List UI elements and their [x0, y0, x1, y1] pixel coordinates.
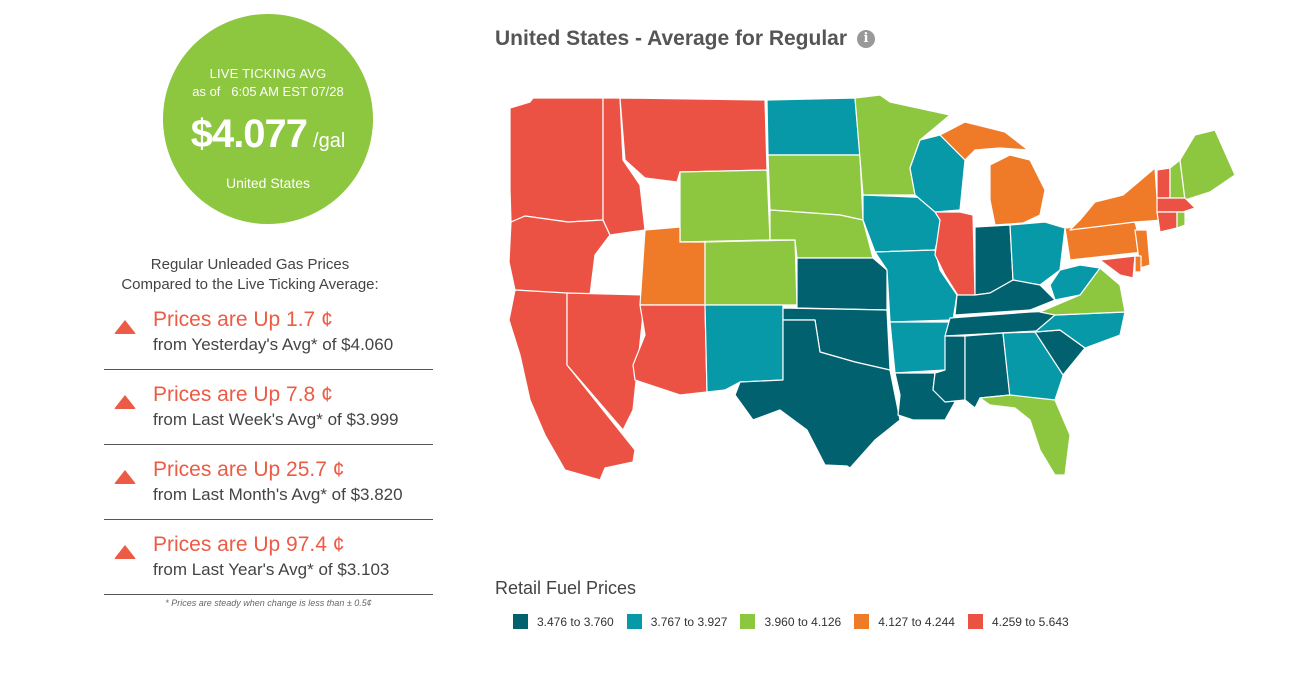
legend-swatch: [854, 614, 870, 629]
comparison-row-last-week: Prices are Up 7.8 ¢ from Last Week's Avg…: [104, 369, 433, 445]
legend-label: 4.259 to 5.643: [991, 614, 1069, 629]
state-massachusetts[interactable]: [1156, 197, 1196, 213]
from-text: from Last Year's Avg* of $3.103: [153, 560, 390, 579]
legend-item: 4.127 to 4.244: [854, 614, 955, 629]
state-arkansas[interactable]: [889, 321, 951, 374]
state-montana[interactable]: [619, 97, 768, 183]
price-summary-panel: LIVE TICKING AVG as of 6:05 AM EST 07/28…: [0, 0, 480, 695]
state-oregon[interactable]: [508, 215, 611, 296]
state-rhode-island[interactable]: [1176, 211, 1186, 229]
state-new-mexico[interactable]: [704, 304, 784, 393]
state-maryland[interactable]: [1099, 255, 1136, 279]
state-michigan-upper[interactable]: [939, 121, 1029, 161]
legend-label: 3.767 to 3.927: [650, 614, 728, 629]
legend-label: 3.476 to 3.760: [537, 614, 614, 629]
from-text: from Last Month's Avg* of $3.820: [153, 485, 403, 504]
state-new-york[interactable]: [1069, 167, 1164, 231]
state-kentucky[interactable]: [954, 279, 1056, 316]
state-nevada[interactable]: [566, 292, 646, 431]
price-unit: /gal: [313, 130, 346, 152]
state-vermont[interactable]: [1156, 167, 1171, 199]
footnote: * Prices are steady when change is less …: [165, 598, 372, 608]
region-label: United States: [225, 175, 311, 191]
comparison-row-last-month: Prices are Up 25.7 ¢ from Last Month's A…: [104, 444, 433, 520]
legend-item: 4.259 to 5.643: [967, 614, 1069, 629]
change-text: Prices are Up 7.8 ¢: [153, 383, 333, 406]
state-north-dakota[interactable]: [766, 97, 861, 156]
state-colorado[interactable]: [704, 239, 798, 306]
change-text: Prices are Up 25.7 ¢: [153, 458, 345, 481]
state-texas[interactable]: [734, 319, 901, 469]
heading-line-2: Compared to the Live Ticking Average:: [121, 276, 379, 293]
map-title: United States - Average for Regular: [495, 27, 848, 50]
comparison-heading: Regular Unleaded Gas Prices Compared to …: [100, 255, 400, 295]
legend-swatch: [513, 614, 528, 629]
legend-label: 4.127 to 4.244: [878, 614, 955, 629]
change-text: Prices are Up 97.4 ¢: [153, 533, 345, 556]
change-text: Prices are Up 1.7 ¢: [153, 308, 333, 331]
live-label: LIVE TICKING AVG: [209, 66, 327, 81]
legend-swatch: [626, 614, 642, 629]
from-text: from Yesterday's Avg* of $4.060: [153, 335, 394, 354]
legend-item: 3.767 to 3.927: [626, 614, 728, 629]
up-arrow-icon: [114, 470, 136, 484]
price-value: $4.077: [190, 112, 308, 156]
state-florida[interactable]: [979, 394, 1071, 476]
state-maine[interactable]: [1179, 129, 1236, 201]
up-arrow-icon: [114, 545, 136, 559]
legend-item: 3.476 to 3.760: [513, 614, 614, 629]
comparison-row-yesterday: Prices are Up 1.7 ¢ from Yesterday's Avg…: [104, 294, 433, 370]
legend-label: 3.960 to 4.126: [764, 614, 842, 629]
from-text: from Last Week's Avg* of $3.999: [153, 410, 399, 429]
comparison-row-last-year: Prices are Up 97.4 ¢ from Last Year's Av…: [104, 519, 433, 595]
legend-swatch: [967, 614, 983, 629]
up-arrow-icon: [114, 395, 136, 409]
state-wisconsin[interactable]: [909, 134, 966, 213]
us-price-map: [508, 94, 1236, 481]
state-kansas[interactable]: [796, 257, 888, 311]
live-price: $4.077/gal: [163, 112, 373, 157]
price-legend: 3.476 to 3.760 3.767 to 3.927 3.960 to 4…: [513, 614, 1082, 629]
state-washington[interactable]: [509, 97, 604, 223]
legend-item: 3.960 to 4.126: [740, 614, 841, 629]
heading-line-1: Regular Unleaded Gas Prices: [150, 256, 350, 273]
state-connecticut[interactable]: [1156, 211, 1178, 233]
legend-swatch: [740, 614, 756, 629]
state-west-virginia[interactable]: [1049, 264, 1101, 301]
state-georgia[interactable]: [1002, 331, 1066, 401]
live-average-bubble: LIVE TICKING AVG as of 6:05 AM EST 07/28…: [163, 14, 373, 224]
legend-title: Retail Fuel Prices: [495, 578, 637, 598]
state-michigan[interactable]: [989, 154, 1046, 226]
up-arrow-icon: [114, 320, 136, 334]
info-icon[interactable]: i: [857, 30, 875, 48]
state-delaware[interactable]: [1134, 255, 1142, 273]
state-wyoming[interactable]: [679, 169, 771, 243]
timestamp: as of 6:05 AM EST 07/28: [192, 84, 344, 99]
state-arizona[interactable]: [632, 304, 708, 396]
state-south-dakota[interactable]: [767, 154, 864, 221]
